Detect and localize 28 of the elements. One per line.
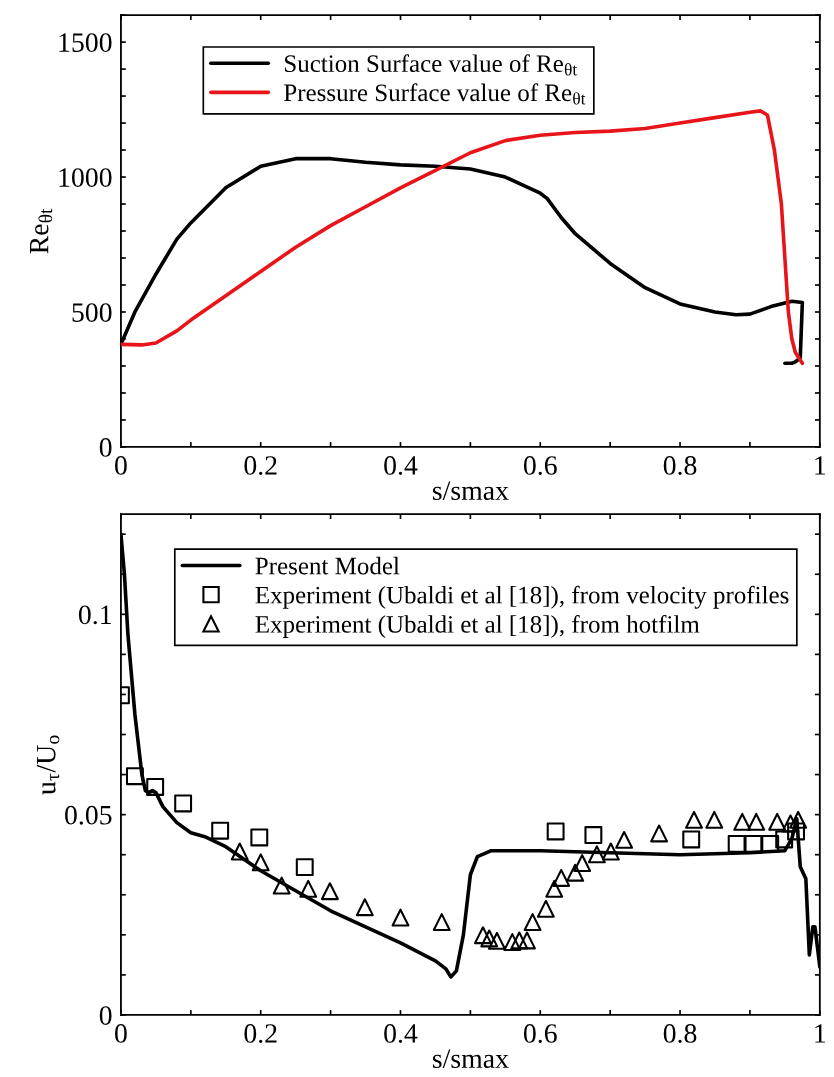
x-tick-label: 1 (815, 1024, 826, 1043)
y-tick-label: 1500 (59, 33, 112, 52)
x-tick-label: 0.6 (523, 1024, 557, 1043)
y-tick-label: 0 (99, 438, 112, 457)
y-axis-title: Re$_{θt}$ (30, 208, 53, 254)
x-axis-title: s/smax (432, 1049, 509, 1069)
x-tick-label: 1 (815, 456, 826, 475)
legend-label: Pressure Surface value of Re$_{θt}$ (284, 83, 586, 105)
legend-label: Suction Surface value of Re$_{θt}$ (284, 54, 578, 76)
x-tick-label: 0 (115, 1024, 127, 1043)
x-tick-label: 0.6 (523, 456, 557, 475)
y-tick-label: 0 (99, 1006, 112, 1025)
x-tick-label: 0.2 (244, 456, 277, 475)
y-tick-label: 500 (72, 303, 112, 322)
y-tick-label: 0.1 (78, 605, 111, 625)
x-tick-label: 0.4 (384, 1024, 418, 1043)
y-tick-label: 1000 (59, 168, 112, 187)
legend-label: Experiment (Ubaldi et al [18]), from velocity profiles (255, 585, 789, 609)
y-tick-label: 0.05 (65, 805, 112, 825)
x-tick-label: 0.8 (663, 1024, 697, 1043)
x-axis-title: s/smax (432, 481, 509, 501)
x-tick-label: 0.4 (384, 456, 418, 475)
x-tick-label: 0.8 (663, 456, 697, 475)
legend-label: Present Model (255, 556, 400, 575)
x-tick-label: 0.2 (244, 1024, 277, 1043)
y-axis-title: u$_{τ}$/U$_{o}$ (36, 735, 60, 795)
legend-label: Experiment (Ubaldi et al [18]), from hotfilm (255, 615, 700, 638)
x-tick-label: 0 (115, 456, 127, 475)
